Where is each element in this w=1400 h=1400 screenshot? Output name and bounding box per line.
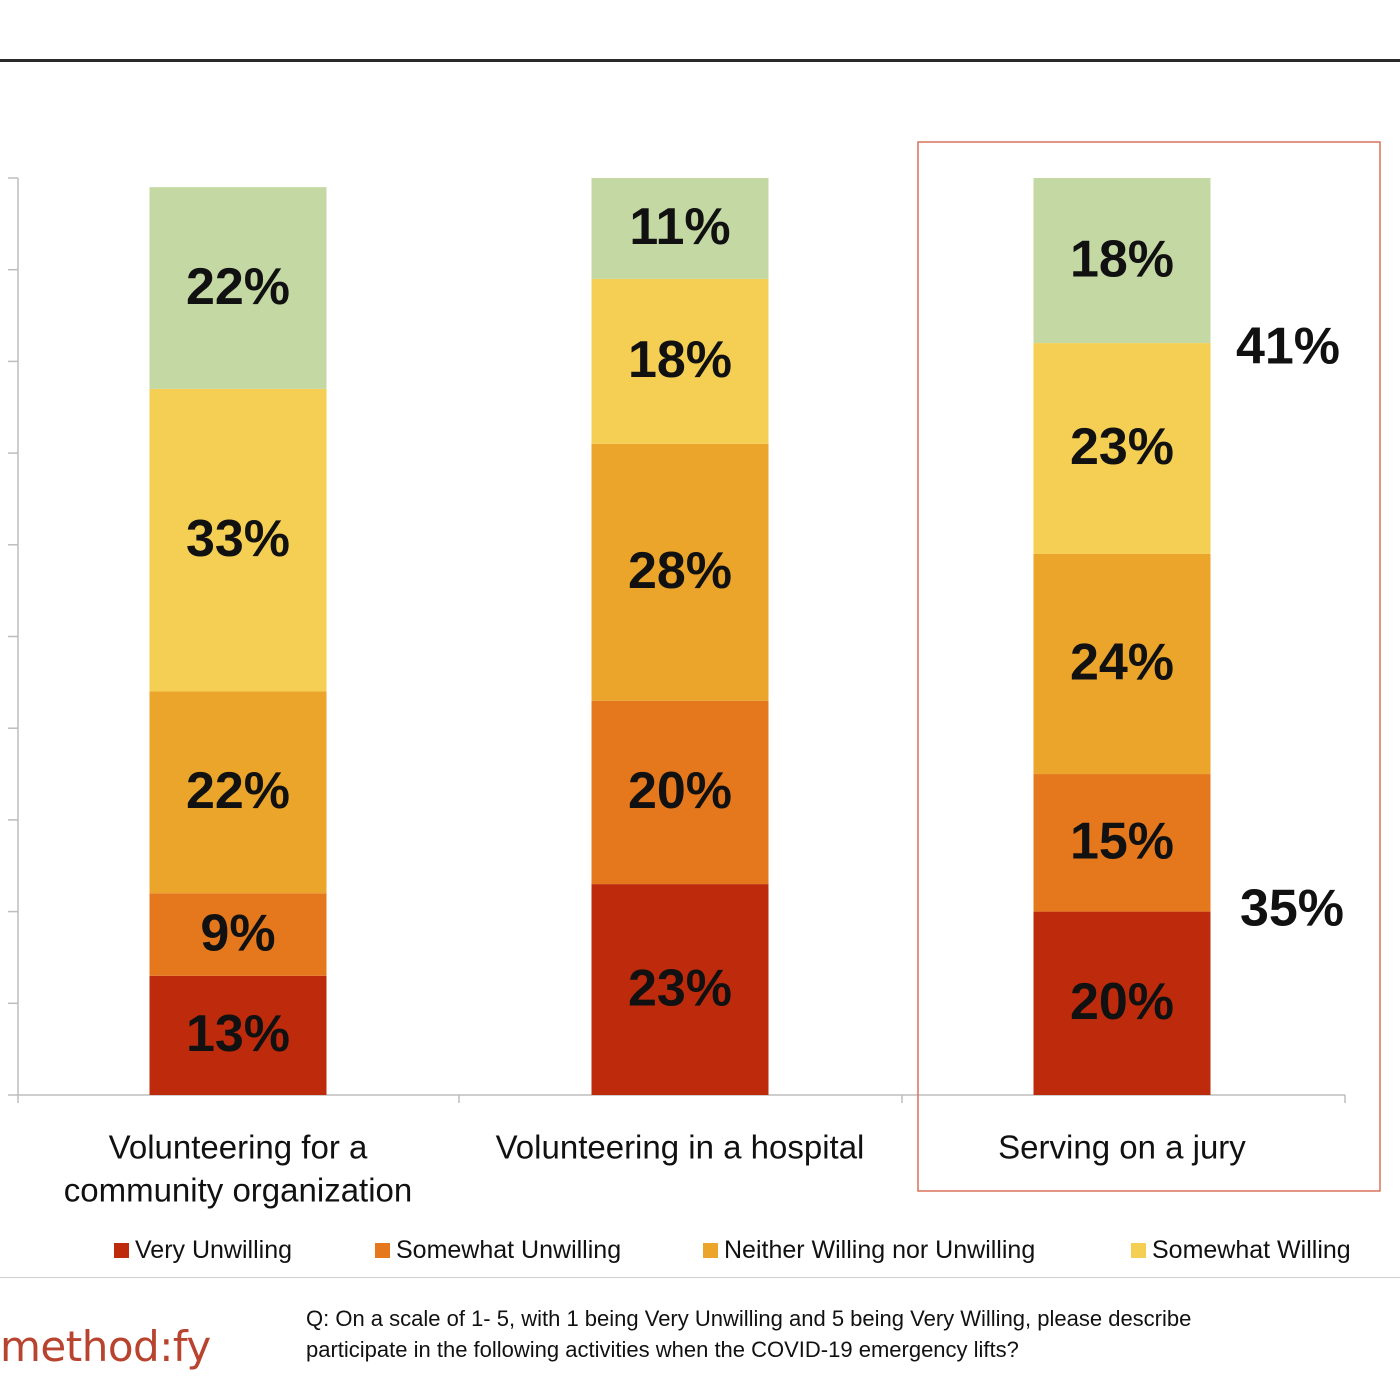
legend-label: Somewhat Willing (1152, 1236, 1351, 1264)
survey-question: Q: On a scale of 1- 5, with 1 being Very… (306, 1303, 1400, 1365)
bar-segment-somewhat-willing (149, 388, 327, 692)
highlight-group: 41% 35% (917, 141, 1381, 1192)
legend-label: Very Unwilling (135, 1236, 293, 1264)
question-line-1: Q: On a scale of 1- 5, with 1 being Very… (306, 1306, 1192, 1331)
bar-segment-very-willing (591, 178, 769, 279)
data-label: 28% (628, 542, 732, 600)
bar-segment-somewhat-willing (1033, 343, 1211, 554)
legend-item: Somewhat Unwilling (375, 1236, 621, 1265)
data-label: 20% (1070, 973, 1174, 1031)
chart-bars (149, 178, 1211, 1095)
legend-item: Very Unwilling (114, 1236, 292, 1265)
legend-item: Somewhat Willing (1131, 1236, 1351, 1265)
methodify-logo: method:fy (0, 1322, 211, 1371)
data-label: 18% (1070, 230, 1174, 288)
data-label: 11% (629, 198, 730, 256)
data-label: 33% (186, 510, 290, 568)
data-label: 22% (186, 258, 290, 316)
legend-swatch (375, 1243, 390, 1258)
data-label: 13% (186, 1005, 290, 1063)
unwilling-total-label: 35% (1240, 880, 1344, 938)
category-label: Volunteering for a (109, 1129, 368, 1166)
bar-segment-neither-willing-nor-unwilling (149, 691, 327, 894)
willing-total-label: 41% (1236, 318, 1340, 376)
bar-segment-neither-willing-nor-unwilling (591, 443, 769, 701)
bar-segment-very-willing (1033, 178, 1211, 344)
data-label: 9% (200, 904, 275, 962)
data-label: 23% (1070, 418, 1174, 476)
legend-item: Neither Willing nor Unwilling (703, 1236, 1035, 1265)
legend-label: Somewhat Unwilling (396, 1236, 622, 1264)
chart-legend: Very Unwilling Somewhat Unwilling Neither … (0, 1236, 1400, 1270)
data-label: 22% (186, 762, 290, 820)
data-label: 24% (1070, 634, 1174, 692)
bar-segment-neither-willing-nor-unwilling (1033, 553, 1211, 775)
data-label: 23% (628, 959, 732, 1017)
data-label: 18% (628, 331, 732, 389)
top-rule (0, 59, 1400, 62)
data-label: 20% (628, 762, 732, 820)
legend-swatch (1131, 1243, 1146, 1258)
bar-segment-somewhat-unwilling (591, 700, 769, 885)
bar-segment-somewhat-unwilling (149, 893, 327, 976)
legend-label: Neither Willing nor Unwilling (724, 1236, 1036, 1264)
stacked-bar-chart: 13% 9% 22% 33% 22% 23% 20% 28% 18% 11% 20% 15% 24% 23… (8, 141, 1381, 1209)
category-label: Serving on a jury (998, 1129, 1246, 1166)
category-label: community organization (64, 1172, 413, 1209)
legend-swatch (703, 1243, 718, 1258)
legend-swatch (114, 1243, 129, 1258)
chart-data-labels: 13% 9% 22% 33% 22% 23% 20% 28% 18% 11% 20% 15% 24% 23… (186, 198, 1174, 1063)
bar-segment-very-unwilling (591, 884, 769, 1095)
bar-segment-somewhat-unwilling (1033, 774, 1211, 912)
chart-category-labels: Volunteering for a community organization… (64, 1129, 1247, 1209)
bar-segment-somewhat-willing (591, 278, 769, 444)
footer-rule (0, 1277, 1400, 1278)
question-line-2: participate in the following activities … (306, 1337, 1019, 1362)
bar-segment-very-willing (149, 187, 327, 389)
highlight-box (917, 141, 1381, 1192)
bar-segment-very-unwilling (149, 975, 327, 1095)
category-label: Volunteering in a hospital (496, 1129, 865, 1166)
data-label: 15% (1070, 813, 1174, 871)
bar-segment-very-unwilling (1033, 911, 1211, 1095)
